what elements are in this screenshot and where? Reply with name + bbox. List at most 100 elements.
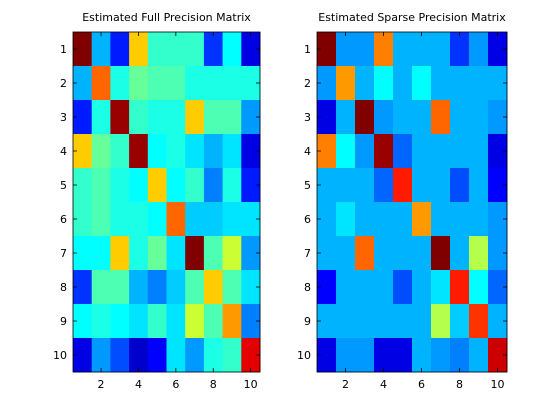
heatmap-cell	[488, 168, 508, 203]
heatmap-cell	[355, 134, 375, 169]
heatmap-cell	[203, 304, 223, 339]
heatmap-cell	[203, 202, 223, 237]
heatmap-cell	[355, 100, 375, 135]
heatmap-cell	[393, 236, 413, 271]
heatmap-cell	[129, 32, 149, 67]
heatmap-cell	[241, 134, 261, 169]
heatmap-cell	[73, 270, 93, 305]
heatmap-cell	[355, 304, 375, 339]
heatmap-cell	[393, 66, 413, 101]
heatmap-cell	[73, 168, 93, 203]
heatmap-cell	[336, 168, 356, 203]
heatmap-cell	[469, 134, 489, 169]
chart-title: Estimated Sparse Precision Matrix	[318, 11, 506, 24]
heatmap-cell	[110, 304, 130, 339]
heatmap-cell	[317, 168, 337, 203]
heatmap-cell	[450, 100, 470, 135]
heatmap-cell	[110, 338, 130, 373]
heatmap-cell	[73, 202, 93, 237]
heatmap-cell	[241, 66, 261, 101]
heatmap-cell	[110, 66, 130, 101]
heatmap-cell	[222, 304, 242, 339]
heatmap-cell	[222, 134, 242, 169]
heatmap-cell	[431, 134, 451, 169]
y-tick-label: 6	[304, 213, 311, 226]
heatmap-cell	[431, 202, 451, 237]
heatmap-cell	[222, 32, 242, 67]
heatmap-cell	[129, 134, 149, 169]
heatmap-cell	[110, 236, 130, 271]
heatmap-cell	[469, 338, 489, 373]
heatmap-cell	[166, 32, 186, 67]
heatmap-cell	[412, 100, 432, 135]
heatmap-cell	[129, 236, 149, 271]
heatmap-cell	[147, 202, 167, 237]
heatmap-cell	[469, 168, 489, 203]
heatmap-cell	[73, 304, 93, 339]
heatmap-cell	[91, 202, 111, 237]
x-tick-label: 8	[456, 378, 463, 391]
heatmap-cell	[185, 202, 205, 237]
heatmap-cell	[222, 270, 242, 305]
heatmap-cell	[488, 270, 508, 305]
heatmap-cell	[336, 32, 356, 67]
heatmap-cell	[412, 66, 432, 101]
heatmap-cell	[393, 270, 413, 305]
heatmap-cell	[450, 134, 470, 169]
y-tick-label: 7	[304, 247, 311, 260]
heatmap-cell	[431, 168, 451, 203]
heatmap-cell	[469, 304, 489, 339]
heatmap-cell	[488, 100, 508, 135]
heatmap-cell	[374, 168, 394, 203]
heatmap-cell	[374, 100, 394, 135]
heatmap-cell	[241, 270, 261, 305]
y-tick-label: 4	[304, 145, 311, 158]
heatmap-cell	[147, 100, 167, 135]
heatmap-cell	[393, 338, 413, 373]
heatmap-cell	[355, 202, 375, 237]
heatmap-cell	[110, 270, 130, 305]
heatmap-cell	[412, 32, 432, 67]
heatmap-panel-sparse: Estimated Sparse Precision Matrix 2 4 6 8 10 1…	[297, 11, 508, 391]
heatmap-cell	[166, 236, 186, 271]
heatmap-cell	[469, 236, 489, 271]
heatmap-cell	[73, 338, 93, 373]
heatmap-cell	[317, 134, 337, 169]
heatmap-cell	[450, 236, 470, 271]
heatmap-cell	[147, 304, 167, 339]
heatmap-cell	[222, 168, 242, 203]
heatmap-cell	[166, 270, 186, 305]
heatmap-cell	[241, 236, 261, 271]
heatmap-cell	[222, 338, 242, 373]
heatmap-cell	[336, 202, 356, 237]
heatmap-cell	[110, 202, 130, 237]
heatmap-cell	[203, 270, 223, 305]
heatmap-cell	[185, 236, 205, 271]
heatmap-cell	[147, 66, 167, 101]
x-tick-label: 4	[380, 378, 387, 391]
heatmap-cell	[336, 270, 356, 305]
y-tick-label: 1	[304, 43, 311, 56]
heatmap-cell	[488, 202, 508, 237]
y-tick-label: 3	[304, 111, 311, 124]
heatmap-cell	[374, 66, 394, 101]
heatmap-cell	[488, 134, 508, 169]
heatmap-cell	[203, 338, 223, 373]
heatmap-cell	[241, 304, 261, 339]
heatmap-cell	[374, 270, 394, 305]
heatmap-cell	[450, 32, 470, 67]
heatmap-cell	[185, 100, 205, 135]
heatmap-cell	[374, 134, 394, 169]
y-tick-label: 1	[60, 43, 67, 56]
x-tick-label: 10	[491, 378, 505, 391]
heatmap-cell	[203, 100, 223, 135]
heatmap-cell	[469, 66, 489, 101]
y-tick-label: 8	[60, 281, 67, 294]
heatmap-cell	[374, 236, 394, 271]
heatmap-cell	[336, 236, 356, 271]
heatmap-cell	[241, 202, 261, 237]
y-tick-label: 5	[60, 179, 67, 192]
heatmap-cell	[203, 236, 223, 271]
heatmap-cell	[317, 32, 337, 67]
